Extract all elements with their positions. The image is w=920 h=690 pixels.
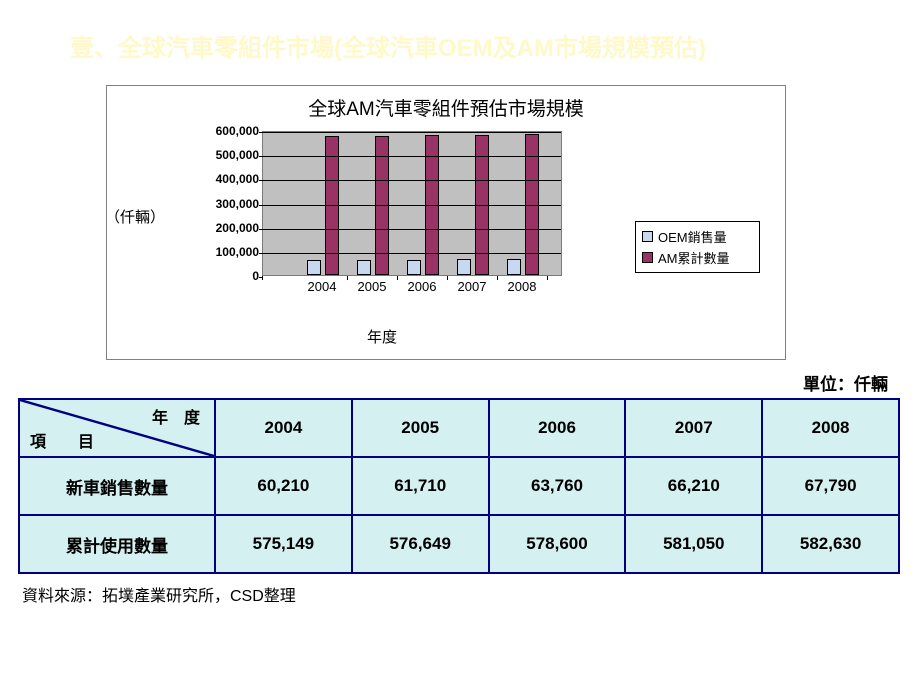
row-label-0: 新車銷售數量: [19, 457, 215, 515]
chart-frame: 全球AM汽車零組件預估市場規模 （仟輛） 0 100,000 200,000 300,…: [106, 85, 786, 360]
x-tick: 2004: [297, 279, 347, 294]
chart-body: （仟輛） 0100,000200,000300,000400,000500,00…: [117, 126, 775, 349]
cell: 63,760: [489, 457, 626, 515]
cell: 581,050: [625, 515, 762, 573]
chart-title: 全球AM汽車零組件預估市場規模: [107, 86, 785, 121]
grid-line: [263, 253, 561, 254]
y-tick: 0: [199, 269, 259, 283]
source-note: 資料來源：拓墣產業研究所，CSD整理: [22, 582, 296, 606]
col-2005: 2005: [352, 399, 489, 457]
data-table: 年 度 項 目 2004 2005 2006 2007 2008 新車銷售數量 …: [18, 398, 900, 574]
x-tick: 2005: [347, 279, 397, 294]
y-tick: 600,000: [199, 124, 259, 138]
x-tick: 2008: [497, 279, 547, 294]
grid-line: [263, 156, 561, 157]
cell: 576,649: [352, 515, 489, 573]
table-header-row: 年 度 項 目 2004 2005 2006 2007 2008: [19, 399, 899, 457]
table-corner-cell: 年 度 項 目: [19, 399, 215, 457]
legend-swatch: [642, 252, 653, 263]
legend: OEM銷售量 AM累計數量: [635, 221, 760, 273]
cell: 575,149: [215, 515, 352, 573]
x-tick: 2006: [397, 279, 447, 294]
cell: 60,210: [215, 457, 352, 515]
grid-line: [263, 132, 561, 133]
legend-label: AM累計數量: [658, 248, 730, 267]
y-axis-label: （仟輛）: [105, 206, 165, 227]
col-header-label: 年 度: [152, 404, 200, 428]
bar: [357, 260, 371, 275]
cell: 582,630: [762, 515, 899, 573]
grid-line: [263, 229, 561, 230]
unit-label: 單位：仟輛: [803, 370, 888, 395]
col-2008: 2008: [762, 399, 899, 457]
y-tick: 400,000: [199, 172, 259, 186]
col-2007: 2007: [625, 399, 762, 457]
cell: 578,600: [489, 515, 626, 573]
y-tick: 200,000: [199, 221, 259, 235]
bar: [307, 260, 321, 275]
cell: 61,710: [352, 457, 489, 515]
legend-item: OEM銷售量: [642, 226, 753, 247]
y-tick: 300,000: [199, 197, 259, 211]
col-2006: 2006: [489, 399, 626, 457]
grid-line: [263, 205, 561, 206]
bar: [407, 260, 421, 275]
col-2004: 2004: [215, 399, 352, 457]
plot-wrap: （仟輛） 0100,000200,000300,000400,000500,00…: [197, 131, 567, 306]
cell: 66,210: [625, 457, 762, 515]
row-label-1: 累計使用數量: [19, 515, 215, 573]
y-tick: 500,000: [199, 148, 259, 162]
bar: [507, 259, 521, 275]
table-row: 累計使用數量 575,149 576,649 578,600 581,050 5…: [19, 515, 899, 573]
x-tick: 2007: [447, 279, 497, 294]
y-tick: 100,000: [199, 245, 259, 259]
legend-label: OEM銷售量: [658, 227, 727, 246]
legend-swatch: [642, 231, 653, 242]
x-axis-label: 年度: [197, 326, 567, 347]
plot-area: [262, 131, 562, 276]
legend-item: AM累計數量: [642, 247, 753, 268]
grid-line: [263, 180, 561, 181]
bar: [457, 259, 471, 275]
table-row: 新車銷售數量 60,210 61,710 63,760 66,210 67,79…: [19, 457, 899, 515]
slide-title: 壹、全球汽車零組件市場(全球汽車OEM及AM市場規模預估): [70, 28, 900, 63]
row-header-label: 項 目: [30, 428, 94, 452]
cell: 67,790: [762, 457, 899, 515]
